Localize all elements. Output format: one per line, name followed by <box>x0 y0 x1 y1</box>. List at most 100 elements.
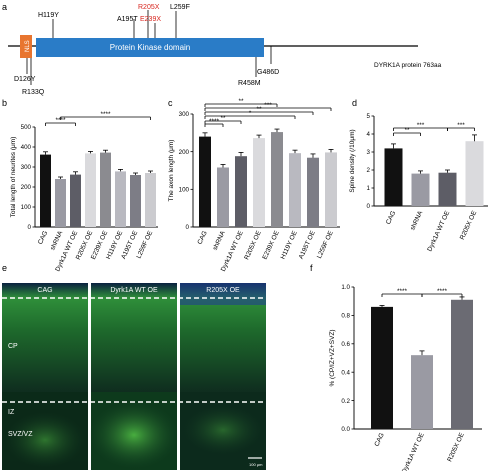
layer-label-svz: SVZ/VZ <box>8 431 33 438</box>
bar <box>307 157 319 227</box>
panel-letter-f: f <box>310 263 313 273</box>
x-tick-label: R205X OE <box>243 229 263 261</box>
col-label-dyrk1a: Dyrk1A WT OE <box>110 287 158 294</box>
bar <box>70 174 81 227</box>
y-tick-label: 500 <box>21 124 32 131</box>
y-tick-label: 300 <box>179 111 190 118</box>
x-tick-label: L259F OE <box>316 229 335 259</box>
y-tick-label: 0 <box>28 224 32 231</box>
y-tick-label: 200 <box>179 149 190 156</box>
y-tick-label: 3 <box>367 149 371 156</box>
bar <box>217 167 229 227</box>
x-tick-label: E239X OE <box>261 229 281 260</box>
x-tick-label: R205X OE <box>459 209 479 241</box>
y-axis-label: % (CP/IZ+VZ+SVZ) <box>329 329 336 386</box>
mut-h119y: H119Y <box>38 12 59 19</box>
panel-letter-e: e <box>2 263 7 273</box>
significance-label: *** <box>417 122 425 129</box>
x-tick-label: R205X OE <box>446 431 466 463</box>
chart-d-spine-density: 0 1 2 3 4 5 Spine density (/10μm) CAG shRNA Dyrk1… <box>349 113 488 253</box>
significance-label: **** <box>397 288 408 295</box>
mut-d126y: D126Y <box>14 76 36 83</box>
layer-label-cp: CP <box>8 343 18 350</box>
y-tick-label: 0.4 <box>341 369 350 376</box>
kinase-label: Protein Kinase domain <box>110 43 191 52</box>
bar <box>145 173 156 227</box>
significance-label: ** <box>256 106 262 113</box>
bar <box>199 136 211 227</box>
bar <box>411 173 430 206</box>
scale-bar-label: 100 μm <box>249 462 263 467</box>
panel-letter-c: c <box>168 98 173 108</box>
protein-label: DYRK1A protein 763aa <box>374 62 442 69</box>
mut-g486d: G486D <box>257 69 279 76</box>
bar <box>411 355 433 429</box>
y-tick-label: 4 <box>367 131 371 138</box>
significance-label: **** <box>55 117 66 124</box>
x-tick-label: CAG <box>385 210 397 226</box>
mut-l259f: L259F <box>170 4 190 11</box>
bar <box>235 156 247 227</box>
x-tick-label: A195T OE <box>298 229 317 260</box>
bar <box>253 138 265 227</box>
y-tick-label: 0 <box>367 203 371 210</box>
x-tick-label: CAG <box>197 230 209 246</box>
bar <box>325 152 337 227</box>
y-tick-label: 400 <box>21 144 32 151</box>
col-label-cag: CAG <box>37 287 52 294</box>
y-axis-label: Spine density (/10μm) <box>349 129 356 192</box>
y-tick-label: 100 <box>179 187 190 194</box>
y-tick-label: 5 <box>367 113 371 120</box>
micrograph-cag <box>2 283 88 470</box>
significance-label: **** <box>437 288 448 295</box>
panel-letter-d: d <box>352 98 357 108</box>
significance-label: ** <box>404 127 410 134</box>
bar <box>40 154 51 227</box>
y-tick-label: 1.0 <box>341 284 350 291</box>
significance-label: *** <box>264 102 272 109</box>
bar <box>384 148 403 206</box>
y-axis-label: Total length of neurites (μm) <box>10 137 17 218</box>
protein-diagram: NLS Protein Kinase domain DYRK1A protein… <box>8 4 442 96</box>
x-tick-label: shRNA <box>409 209 424 231</box>
kinase-domain <box>36 38 264 57</box>
mut-r205x: R205X <box>138 4 160 11</box>
panel-letter-b: b <box>2 98 7 108</box>
mut-r133q: R133Q <box>22 89 45 96</box>
micrograph-r205x <box>180 283 266 470</box>
col-label-r205x: R205X OE <box>206 287 240 294</box>
x-tick-label: CAG <box>37 230 49 246</box>
y-tick-label: 2 <box>367 167 371 174</box>
x-tick-label: Dyrk1A WT OE <box>401 431 426 471</box>
y-tick-label: 0.0 <box>341 426 350 433</box>
x-tick-label: shRNA <box>212 229 227 251</box>
y-tick-label: 1 <box>367 185 371 192</box>
significance-label: ** <box>220 115 226 122</box>
bar <box>451 299 473 429</box>
nls-domain <box>20 35 32 58</box>
chart-f-cp-ratio: 0.0 0.2 0.4 0.6 0.8 1.0 % (CP/IZ+VZ+SVZ) CAG Dyr… <box>329 284 482 471</box>
micrograph-panel: CAG Dyrk1A WT OE R205X OE CP IZ SVZ/VZ 1… <box>2 283 266 470</box>
bar <box>55 179 66 227</box>
significance-label: ** <box>238 98 244 105</box>
y-tick-label: 100 <box>21 204 32 211</box>
y-tick-label: 300 <box>21 164 32 171</box>
mut-e239x: E239X <box>140 16 161 23</box>
bar <box>289 153 301 227</box>
layer-label-iz: IZ <box>8 409 15 416</box>
mut-a195t: A195T <box>117 16 138 23</box>
bar <box>85 153 96 227</box>
bar <box>100 152 111 227</box>
bar <box>271 132 283 227</box>
x-tick-label: Dyrk1A WT OE <box>426 209 451 252</box>
bar <box>438 172 457 206</box>
y-axis-label: The axon length (μm) <box>168 140 175 202</box>
significance-label: * <box>249 110 252 117</box>
y-tick-label: 0.2 <box>341 398 350 405</box>
mut-r458m: R458M <box>238 80 261 87</box>
micrograph-dyrk1a <box>89 283 179 470</box>
bar <box>465 141 484 206</box>
bar <box>371 306 393 429</box>
